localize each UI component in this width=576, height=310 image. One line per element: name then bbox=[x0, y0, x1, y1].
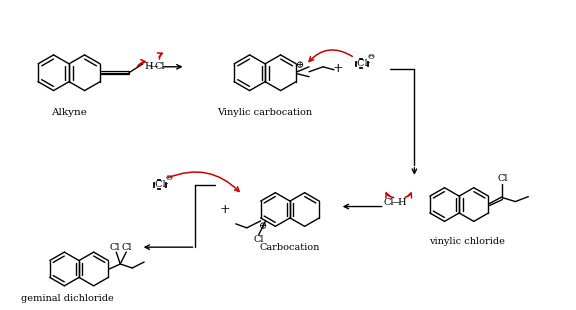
Text: Cl: Cl bbox=[253, 235, 264, 244]
Text: Θ: Θ bbox=[367, 53, 374, 61]
Text: —: — bbox=[391, 198, 400, 207]
Text: Cl: Cl bbox=[383, 198, 394, 207]
Text: —: — bbox=[149, 62, 158, 71]
Text: +: + bbox=[220, 203, 230, 216]
Text: Cl: Cl bbox=[122, 243, 132, 252]
Text: +: + bbox=[332, 62, 343, 75]
Text: ·Cl·: ·Cl· bbox=[152, 180, 169, 189]
Text: ⊕: ⊕ bbox=[259, 222, 267, 231]
Text: geminal dichloride: geminal dichloride bbox=[21, 294, 113, 303]
Text: vinylic chloride: vinylic chloride bbox=[429, 237, 505, 246]
Text: H: H bbox=[145, 62, 153, 71]
Text: Cl: Cl bbox=[109, 243, 120, 252]
Text: ⊕: ⊕ bbox=[296, 61, 304, 70]
Text: Cl: Cl bbox=[497, 174, 507, 183]
Text: Alkyne: Alkyne bbox=[51, 108, 87, 117]
Text: Carbocation: Carbocation bbox=[260, 243, 320, 252]
Text: Cl: Cl bbox=[154, 62, 165, 71]
Text: ·Cl·: ·Cl· bbox=[354, 59, 371, 68]
Text: Vinylic carbocation: Vinylic carbocation bbox=[218, 108, 313, 117]
Text: Θ: Θ bbox=[165, 174, 172, 182]
Text: H: H bbox=[397, 198, 406, 207]
